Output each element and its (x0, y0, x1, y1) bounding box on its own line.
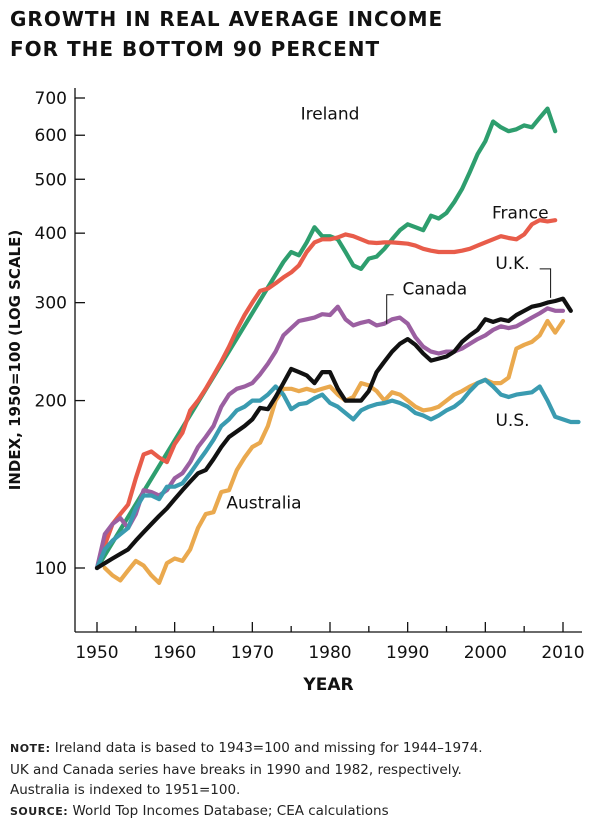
chart-title: GROWTH IN REAL AVERAGE INCOME FOR THE BO… (10, 4, 443, 64)
source-label: SOURCE: (10, 804, 69, 818)
source-line: SOURCE: World Top Incomes Database; CEA … (10, 801, 595, 823)
x-axis-title: YEAR (302, 675, 353, 695)
note-text-2: UK and Canada series have breaks in 1990… (10, 761, 462, 778)
uk-leader-line (539, 268, 552, 298)
note-label: NOTE: (10, 742, 51, 755)
axes: 100 200 300 400 500 600 700 1950 1960 1970 1980 199… (6, 88, 585, 695)
y-tick-label-500: 500 (35, 170, 67, 190)
x-tick-label-1980: 1980 (308, 643, 351, 663)
note-text-3: Australia is indexed to 1951=100. (10, 782, 241, 798)
series-lines (94, 106, 581, 586)
series-label-u-s: U.S. (495, 411, 529, 431)
y-tick-label-200: 200 (35, 392, 67, 412)
canada-leader-line (386, 294, 394, 324)
series-line-u-s (94, 377, 581, 571)
y-tick-label-600: 600 (35, 126, 67, 146)
chart-title-line-1: GROWTH IN REAL AVERAGE INCOME (10, 7, 444, 31)
x-tick-label-1950: 1950 (75, 643, 118, 663)
series-labels: Ireland France U.K. Canada Australia U.S. (226, 105, 552, 513)
chart-title-line-2: FOR THE BOTTOM 90 PERCENT (10, 37, 381, 61)
x-tick-label-1990: 1990 (386, 643, 429, 663)
source-text: World Top Incomes Database; CEA calculat… (72, 802, 389, 819)
series-line-france (94, 218, 558, 571)
income-growth-chart: 100 200 300 400 500 600 700 1950 1960 1970 1980 199… (6, 88, 585, 695)
series-line-u-k (94, 296, 573, 571)
series-label-australia: Australia (226, 493, 301, 513)
x-tick-label-1970: 1970 (231, 643, 274, 663)
series-label-ireland: Ireland (301, 105, 360, 125)
y-tick-label-700: 700 (35, 89, 67, 109)
y-tick-label-400: 400 (35, 224, 67, 244)
series-label-canada: Canada (402, 280, 467, 300)
x-tick-label-2010: 2010 (541, 643, 584, 663)
note-text-1: Ireland data is based to 1943=100 and mi… (54, 740, 483, 756)
series-line-ireland (94, 106, 558, 571)
series-line-canada (94, 304, 566, 571)
y-tick-label-100: 100 (35, 559, 67, 579)
x-tick-label-2000: 2000 (464, 643, 507, 663)
x-tick-label-1960: 1960 (153, 643, 196, 663)
y-axis-title: INDEX, 1950=100 (LOG SCALE) (6, 230, 24, 490)
note-line-1: NOTE: Ireland data is based to 1943=100 … (10, 738, 595, 760)
series-label-u-k: U.K. (495, 254, 529, 274)
series-label-france: France (492, 204, 549, 224)
y-tick-label-300: 300 (35, 294, 67, 314)
chart-notes: NOTE: Ireland data is based to 1943=100 … (10, 738, 595, 822)
